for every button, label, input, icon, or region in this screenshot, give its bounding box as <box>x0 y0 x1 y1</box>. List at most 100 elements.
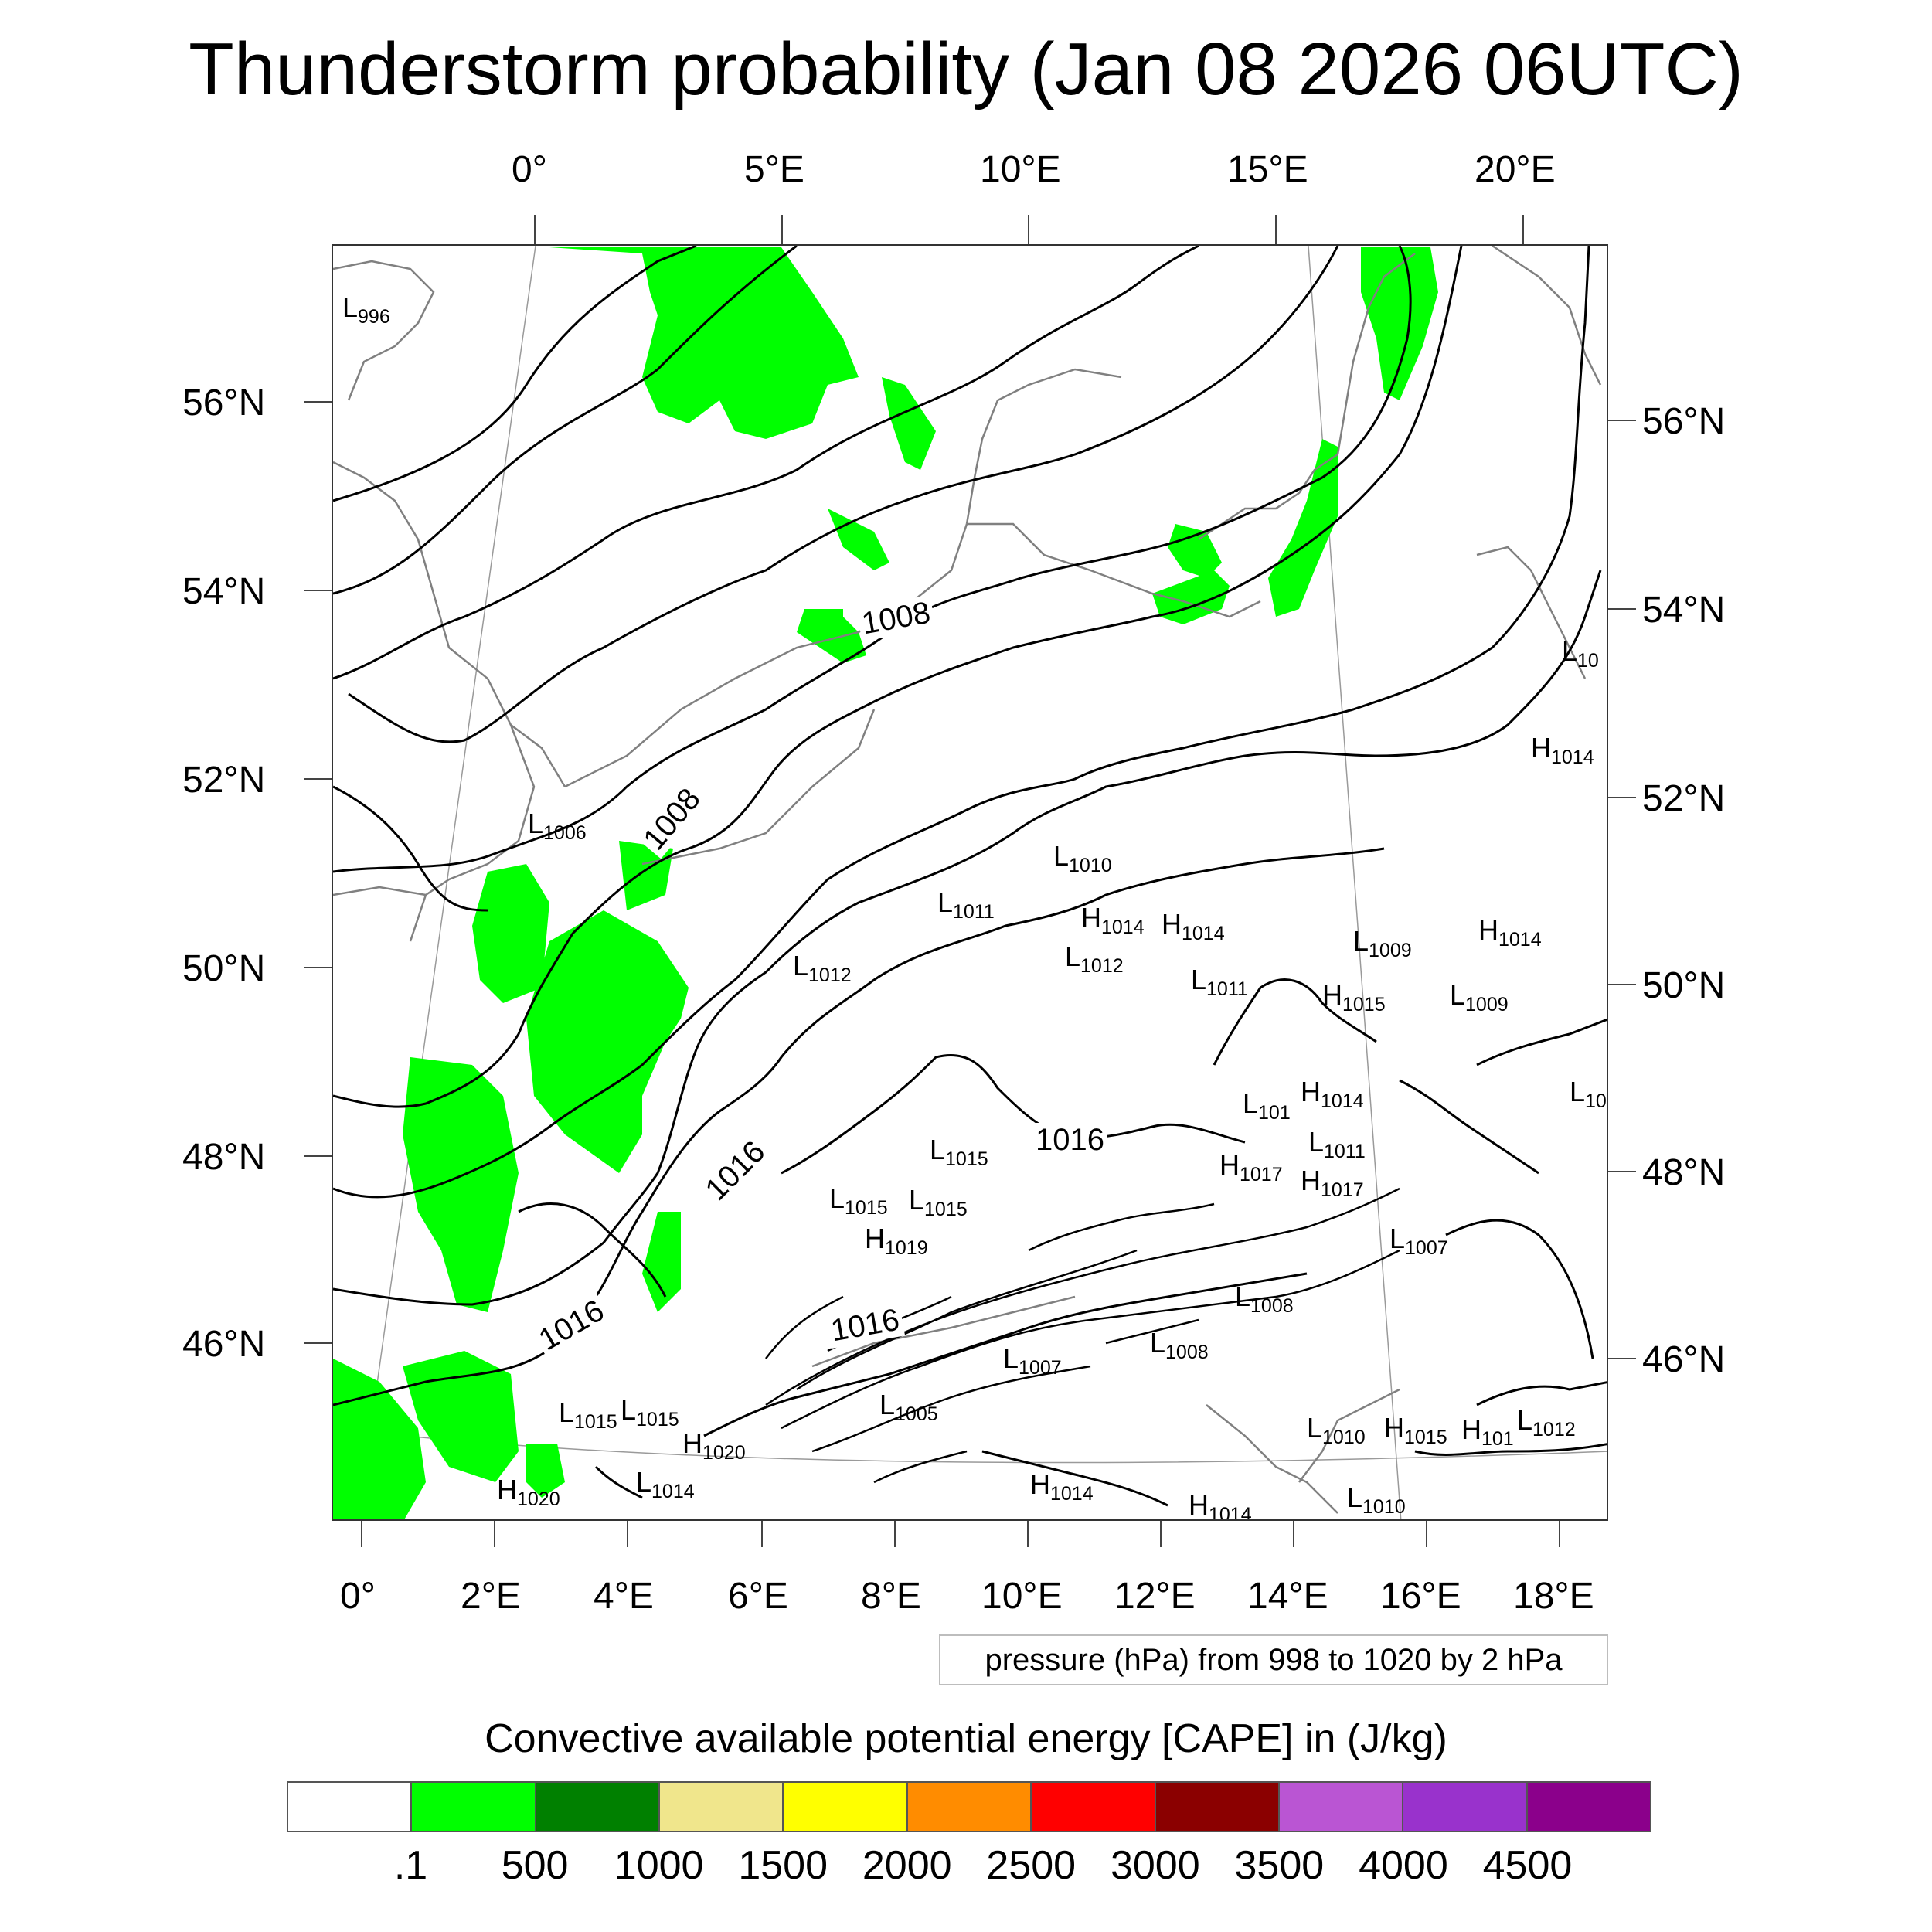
map-panel[interactable]: 1008 1008 1016 1016 1016 1016 L996 L1006… <box>332 244 1608 1521</box>
bottom-lon-label: 10°E <box>981 1576 1063 1617</box>
top-lon-label: 15°E <box>1227 149 1308 190</box>
right-lat-label: 46°N <box>1642 1339 1726 1380</box>
tick-right-56n <box>1608 420 1636 421</box>
pressure-center: H1015 <box>1322 979 1386 1016</box>
right-lat-label: 52°N <box>1642 778 1726 819</box>
left-lat-label: 56°N <box>182 383 266 423</box>
pressure-center: L1008 <box>1235 1281 1294 1318</box>
tick-bottom <box>761 1521 763 1547</box>
tick-bottom <box>1426 1521 1427 1547</box>
colorbar-label: 4500 <box>1482 1843 1573 1888</box>
tick-right-54n <box>1608 608 1636 610</box>
pressure-center: L1015 <box>559 1396 617 1434</box>
tick-bottom <box>494 1521 495 1547</box>
pressure-center: H1017 <box>1219 1149 1283 1186</box>
map-canvas <box>333 246 1607 1519</box>
colorbar <box>287 1781 1651 1832</box>
colorbar-label: 1000 <box>614 1843 704 1888</box>
pressure-center: H1020 <box>682 1427 746 1464</box>
pressure-center: L1006 <box>528 808 587 845</box>
pressure-center: H1014 <box>1478 914 1542 951</box>
top-lon-label: 10°E <box>980 149 1061 190</box>
tick-right-52n <box>1608 797 1636 798</box>
pressure-center: H1015 <box>1384 1412 1447 1449</box>
colorbar-swatch <box>536 1783 661 1831</box>
chart-title: Thunderstorm probability (Jan 08 2026 06… <box>189 28 1743 111</box>
tick-left-52n <box>304 778 332 780</box>
bottom-lon-label: 4°E <box>594 1576 654 1617</box>
left-lat-label: 52°N <box>182 760 266 801</box>
bottom-lon-label: 6°E <box>728 1576 788 1617</box>
pressure-center: H1014 <box>1081 902 1145 939</box>
colorbar-label: .1 <box>393 1843 428 1888</box>
right-lat-label: 54°N <box>1642 590 1726 631</box>
colorbar-label: 3000 <box>1110 1843 1200 1888</box>
colorbar-swatch <box>288 1783 413 1831</box>
contour-label: 1016 <box>1032 1123 1107 1157</box>
tick-top-0 <box>534 215 536 244</box>
right-lat-label: 56°N <box>1642 401 1726 442</box>
pressure-center: H1014 <box>1531 732 1594 769</box>
pressure-center: L10 <box>1562 635 1599 672</box>
tick-top-20e <box>1522 215 1524 244</box>
colorbar-swatch <box>907 1783 1032 1831</box>
tick-bottom <box>1160 1521 1162 1547</box>
pressure-center: L1010 <box>1307 1412 1366 1449</box>
colorbar-swatch <box>1527 1783 1650 1831</box>
pressure-center: H1014 <box>1189 1489 1252 1521</box>
left-lat-label: 54°N <box>182 571 266 612</box>
tick-bottom <box>1559 1521 1560 1547</box>
pressure-center: L1014 <box>636 1466 695 1503</box>
pressure-center: H1014 <box>1301 1076 1364 1113</box>
colorbar-label: 4000 <box>1359 1843 1448 1888</box>
pressure-center: L1012 <box>1517 1404 1576 1441</box>
pressure-center: L1011 <box>1308 1126 1366 1163</box>
pressure-center: L1007 <box>1389 1223 1448 1260</box>
pressure-center: H1014 <box>1030 1468 1094 1505</box>
top-lon-label: 20°E <box>1475 149 1556 190</box>
pressure-center: L101 <box>1243 1087 1291 1124</box>
pressure-center: L1015 <box>829 1182 888 1219</box>
colorbar-swatch <box>1032 1783 1156 1831</box>
colorbar-label: 2500 <box>986 1843 1077 1888</box>
colorbar-swatch <box>412 1783 536 1831</box>
cape-areas <box>333 247 1438 1519</box>
tick-bottom <box>1293 1521 1294 1547</box>
pressure-center: L996 <box>342 291 390 328</box>
colorbar-swatch <box>1155 1783 1280 1831</box>
right-lat-label: 48°N <box>1642 1152 1726 1193</box>
tick-top-5e <box>781 215 783 244</box>
pressure-center: L1015 <box>930 1134 988 1171</box>
colorbar-label: 2000 <box>862 1843 952 1888</box>
left-lat-label: 48°N <box>182 1137 266 1178</box>
pressure-center: L1015 <box>909 1184 968 1221</box>
tick-bottom <box>1027 1521 1029 1547</box>
pressure-center: L1012 <box>1065 940 1124 978</box>
bottom-lon-label: 18°E <box>1513 1576 1594 1617</box>
tick-right-46n <box>1608 1358 1636 1359</box>
bottom-lon-label: 14°E <box>1247 1576 1328 1617</box>
pressure-center: L1007 <box>1003 1342 1062 1379</box>
tick-left-50n <box>304 967 332 968</box>
pressure-center: H101 <box>1461 1413 1514 1451</box>
pressure-center: L1008 <box>1150 1327 1209 1364</box>
pressure-center: L1005 <box>879 1389 938 1426</box>
left-lat-label: 46°N <box>182 1324 266 1365</box>
colorbar-swatch <box>1403 1783 1528 1831</box>
tick-top-10e <box>1028 215 1029 244</box>
pressure-center: H1019 <box>865 1223 928 1260</box>
tick-left-56n <box>304 401 332 403</box>
isobars <box>333 246 1607 1507</box>
pressure-center: L10 <box>1570 1076 1607 1113</box>
pressure-center: H1020 <box>497 1474 560 1511</box>
tick-left-54n <box>304 590 332 591</box>
alpine-contours <box>765 1187 1400 1484</box>
bottom-lon-label: 0° <box>340 1576 376 1617</box>
left-lat-label: 50°N <box>182 948 266 989</box>
colorbar-label: 500 <box>501 1843 569 1888</box>
tick-right-48n <box>1608 1171 1636 1172</box>
tick-top-15e <box>1275 215 1277 244</box>
bottom-lon-label: 8°E <box>861 1576 921 1617</box>
colorbar-title: Convective available potential energy [C… <box>485 1716 1447 1761</box>
pressure-center: L1011 <box>937 886 995 923</box>
